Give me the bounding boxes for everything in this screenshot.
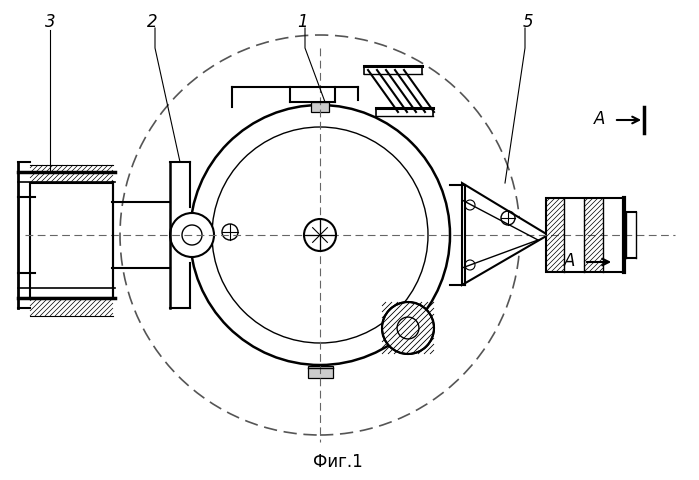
Circle shape [170, 213, 214, 257]
Polygon shape [462, 183, 548, 285]
Text: 2: 2 [147, 13, 157, 31]
Text: А: А [594, 110, 606, 128]
Text: Фиг.1: Фиг.1 [313, 453, 363, 471]
Text: А: А [564, 252, 576, 270]
Bar [308, 366, 333, 378]
Text: 1: 1 [296, 13, 308, 31]
Bar [546, 198, 624, 272]
Bar [30, 183, 113, 298]
Bar [311, 102, 329, 112]
Text: 5: 5 [523, 13, 533, 31]
Text: 3: 3 [45, 13, 55, 31]
Circle shape [382, 302, 434, 354]
Circle shape [304, 219, 336, 251]
